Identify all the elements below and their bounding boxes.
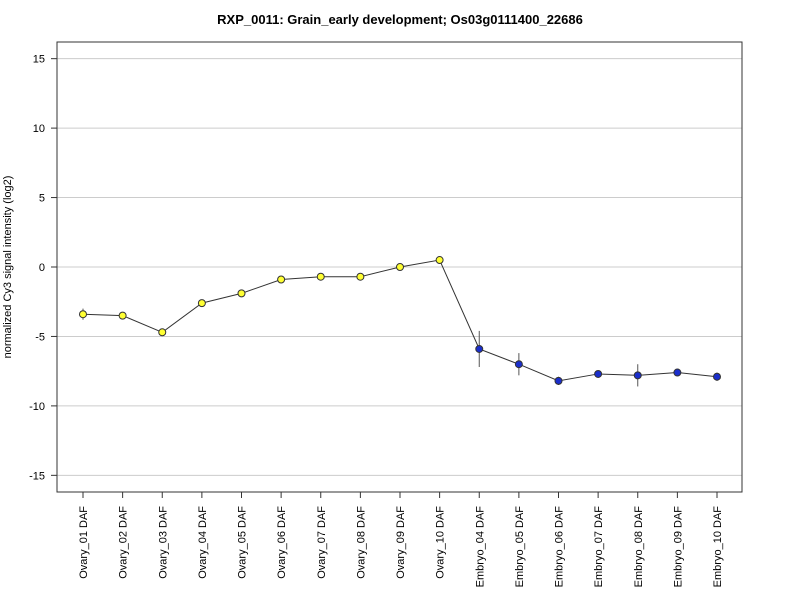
data-point (158, 328, 167, 337)
x-tick-label: Ovary_06 DAF (276, 506, 288, 579)
x-tick-label: Ovary_10 DAF (435, 506, 447, 579)
y-tick-label: -10 (29, 401, 45, 413)
x-tick-label: Embryo_10 DAF (712, 506, 724, 588)
data-point (396, 263, 404, 271)
y-tick-label: -15 (29, 470, 45, 482)
data-point (554, 376, 563, 385)
x-tick-label: Ovary_02 DAF (118, 506, 130, 579)
y-tick-label: 10 (33, 123, 45, 135)
data-point (633, 371, 642, 380)
data-point (594, 369, 603, 378)
x-tick-label: Embryo_08 DAF (633, 506, 645, 588)
x-tick-label: Ovary_07 DAF (316, 506, 328, 579)
data-point (79, 310, 87, 319)
y-axis-label: normalized Cy3 signal intensity (log2) (2, 176, 14, 359)
x-tick-label: Ovary_05 DAF (237, 506, 249, 579)
data-point (713, 372, 721, 381)
x-tick-label: Embryo_05 DAF (514, 506, 526, 588)
y-tick-label: 0 (39, 262, 45, 274)
x-tick-label: Ovary_01 DAF (78, 506, 90, 579)
x-tick-label: Ovary_08 DAF (355, 506, 367, 579)
data-point (197, 299, 206, 308)
x-tick-label: Ovary_04 DAF (197, 506, 209, 579)
y-tick-label: -5 (35, 331, 45, 343)
data-point (673, 368, 682, 377)
data-point (475, 344, 484, 353)
x-tick-label: Ovary_03 DAF (157, 506, 169, 579)
y-tick-label: 5 (39, 193, 45, 205)
data-point (316, 272, 325, 281)
chart-title: RXP_0011: Grain_early development; Os03g… (217, 12, 583, 27)
data-point (237, 289, 246, 298)
y-tick-label: 15 (33, 54, 45, 66)
x-tick-label: Embryo_09 DAF (672, 506, 684, 588)
data-point (514, 360, 523, 369)
x-tick-label: Embryo_06 DAF (554, 506, 566, 588)
data-point (435, 256, 444, 265)
x-tick-label: Ovary_09 DAF (395, 506, 407, 579)
data-point (118, 311, 127, 320)
series-line (82, 259, 718, 382)
x-tick-label: Embryo_07 DAF (593, 506, 605, 588)
data-point (277, 275, 286, 284)
data-point (356, 272, 365, 281)
x-tick-label: Embryo_04 DAF (474, 506, 486, 588)
